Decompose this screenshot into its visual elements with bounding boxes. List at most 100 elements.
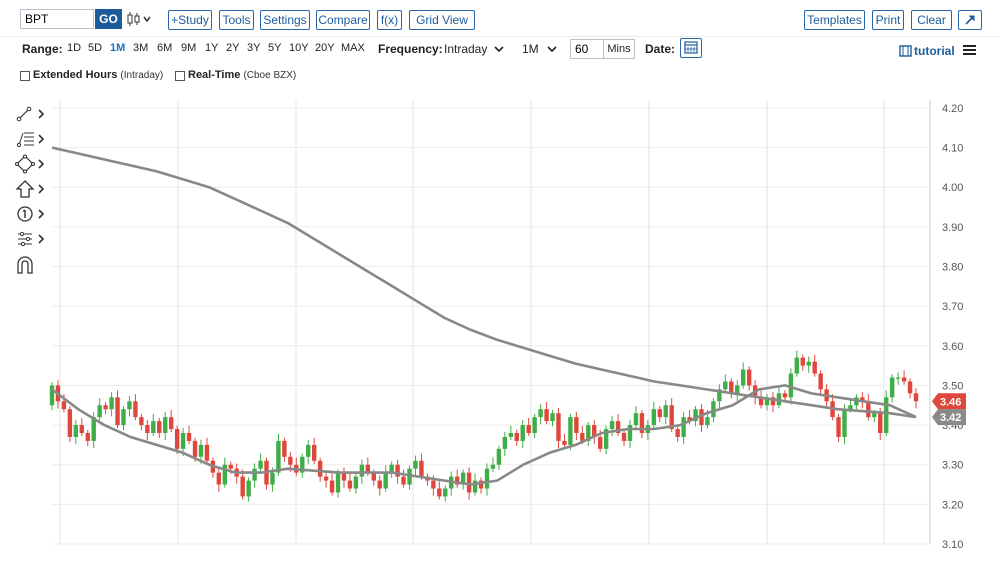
range-option[interactable]: 9M — [181, 42, 197, 54]
candle-body — [204, 444, 210, 461]
y-tick-label: 3.10 — [942, 539, 963, 551]
chart-grid — [52, 100, 931, 545]
candle — [544, 402, 549, 425]
candle-body — [597, 436, 603, 449]
candle-body — [609, 421, 615, 430]
candle-body — [389, 464, 394, 473]
candle-body — [103, 405, 108, 410]
trendline-tool[interactable] — [14, 104, 48, 124]
candle-body — [633, 413, 639, 426]
tools-button[interactable]: Tools — [219, 10, 254, 30]
candle — [168, 410, 174, 433]
candle-body — [317, 460, 323, 477]
candle-body — [323, 476, 329, 481]
candle — [800, 354, 805, 371]
y-tick-label: 3.30 — [942, 460, 963, 472]
magnet-icon — [17, 256, 33, 274]
symbol-input[interactable] — [20, 9, 94, 29]
magnet-tool[interactable] — [14, 254, 48, 274]
candle — [347, 473, 353, 492]
candle-body — [192, 440, 198, 457]
range-option[interactable]: 5Y — [268, 42, 282, 54]
range-option[interactable]: 5D — [88, 42, 103, 54]
function-button[interactable]: f(x) — [377, 10, 402, 30]
extended-hours-checkbox[interactable] — [20, 71, 30, 81]
range-option[interactable]: MAX — [341, 42, 365, 54]
range-option[interactable]: 6M — [157, 42, 173, 54]
candle-body — [592, 425, 597, 437]
measure-icon — [18, 231, 45, 247]
candle-body — [300, 456, 305, 473]
candlestick-type-icon[interactable] — [126, 11, 154, 27]
candle-body — [866, 401, 871, 418]
range-option[interactable]: 10Y — [289, 42, 309, 54]
settings-button[interactable]: Settings — [260, 10, 310, 30]
candle — [329, 473, 335, 496]
candle — [174, 425, 180, 455]
candle — [586, 421, 591, 447]
date-label: Date: — [645, 42, 676, 56]
templates-button[interactable]: Templates — [804, 10, 865, 30]
candle — [681, 411, 686, 445]
candle — [651, 402, 657, 429]
date-picker-button[interactable] — [680, 38, 702, 58]
moving-average-line — [51, 384, 917, 486]
clear-button[interactable]: Clear — [911, 10, 952, 30]
candle-body — [347, 480, 353, 489]
range-option[interactable]: 20Y — [315, 42, 335, 54]
candle-body — [884, 397, 889, 433]
candle-body — [812, 361, 817, 374]
range-option[interactable]: 1D — [67, 42, 82, 54]
candle — [282, 437, 287, 462]
fibonacci-tool[interactable] — [14, 129, 48, 149]
y-tick-label: 3.90 — [942, 222, 963, 234]
candle — [341, 467, 347, 488]
candle-body — [788, 373, 794, 398]
chevron-down-icon[interactable] — [547, 45, 557, 53]
range-option[interactable]: 3M — [133, 42, 149, 54]
candle — [508, 425, 514, 441]
candle-body — [878, 413, 883, 433]
price-chart[interactable]: 4.204.104.003.903.803.703.603.503.403.30… — [0, 92, 1000, 570]
shapes-tool[interactable] — [14, 154, 48, 174]
candle-body — [699, 409, 704, 426]
menu-icon[interactable] — [963, 44, 976, 56]
candle-body — [252, 468, 257, 481]
candle-body — [889, 377, 895, 398]
chevron-down-icon[interactable] — [494, 45, 504, 53]
range-option[interactable]: 3Y — [247, 42, 261, 54]
frequency-select[interactable]: Intraday — [444, 42, 488, 56]
real-time-checkbox[interactable] — [175, 71, 185, 81]
measure-tool[interactable] — [14, 229, 48, 249]
candle — [163, 411, 168, 441]
print-button[interactable]: Print — [872, 10, 904, 30]
last-price-badge-shape — [932, 393, 966, 410]
candle-body — [681, 417, 686, 437]
candle — [592, 419, 597, 445]
expand-button[interactable] — [958, 10, 982, 30]
candle-body — [431, 480, 436, 489]
compare-button[interactable]: Compare — [316, 10, 370, 30]
arrow-tool[interactable] — [14, 179, 48, 199]
add-study-button[interactable]: +Study — [168, 10, 212, 30]
grid-view-button[interactable]: Grid View — [409, 10, 475, 30]
tutorial-link[interactable]: tutorial — [914, 44, 955, 58]
candle-body — [615, 421, 621, 433]
candle-body — [401, 476, 406, 485]
annotation-tool[interactable] — [14, 204, 48, 224]
candle-body — [353, 476, 359, 489]
candle — [484, 463, 490, 496]
interval-input[interactable] — [570, 39, 604, 59]
last-price-badge: 3.46 — [932, 393, 966, 410]
candle — [496, 445, 502, 470]
range-option[interactable]: 2Y — [226, 42, 240, 54]
candle — [79, 417, 84, 437]
range-option[interactable]: 1Y — [205, 42, 219, 54]
period-select[interactable]: 1M — [522, 42, 539, 56]
candle-body — [79, 425, 84, 433]
trendline-icon — [16, 106, 45, 122]
candle-body — [574, 417, 579, 433]
go-button[interactable]: GO — [95, 9, 122, 29]
range-option-active[interactable]: 1M — [110, 42, 126, 54]
fibonacci-icon — [16, 132, 45, 148]
